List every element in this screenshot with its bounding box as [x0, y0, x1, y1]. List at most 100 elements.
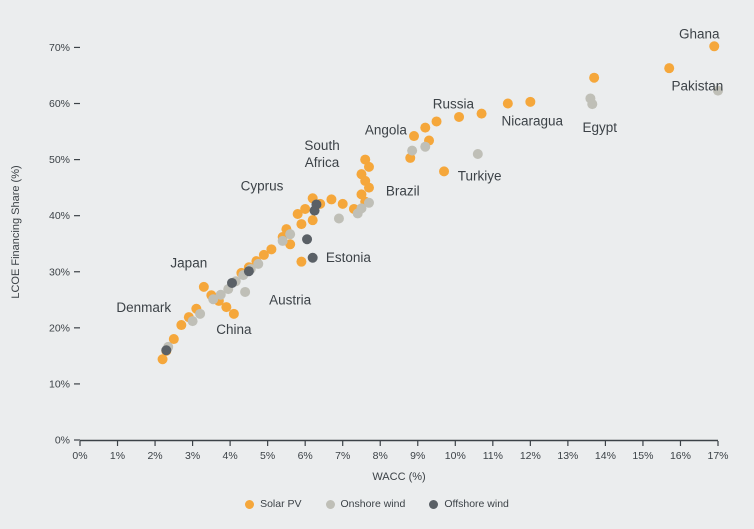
point-offshore-wind [161, 345, 172, 356]
point-solar-pv [307, 215, 318, 226]
legend-item-onshore-wind: Onshore wind [325, 498, 406, 510]
point-solar-pv [420, 122, 431, 133]
point-solar-pv [709, 41, 720, 52]
point-onshore-wind [253, 258, 264, 269]
y-tick-label: 20% [49, 322, 70, 334]
point-onshore-wind [195, 308, 206, 319]
point-solar-pv [198, 281, 209, 292]
legend-item-offshore-wind: Offshore wind [429, 498, 509, 510]
country-label: Denmark [116, 300, 171, 315]
point-onshore-wind [420, 141, 431, 152]
point-onshore-wind [356, 203, 367, 214]
y-tick-label: 40% [49, 210, 70, 222]
point-solar-pv [300, 203, 311, 214]
x-tick-label: 3% [185, 450, 200, 462]
point-onshore-wind [407, 145, 418, 156]
point-offshore-wind [311, 199, 322, 210]
x-tick-label: 17% [707, 450, 728, 462]
solar-pv-dot-icon [245, 499, 255, 509]
point-solar-pv [363, 182, 374, 193]
point-solar-pv [258, 249, 269, 260]
point-offshore-wind [226, 277, 237, 288]
point-solar-pv [296, 256, 307, 267]
point-solar-pv [292, 208, 303, 219]
country-label: China [216, 322, 252, 337]
y-axis-title: LCOE Financing Share (%) [10, 165, 22, 299]
legend-label-solar-pv: Solar PV [260, 498, 302, 510]
x-axis-title: WACC (%) [372, 471, 426, 483]
x-tick-label: 15% [632, 450, 653, 462]
point-solar-pv [337, 198, 348, 209]
x-tick-label: 0% [72, 450, 87, 462]
point-solar-pv [439, 166, 450, 177]
country-label: Turkiye [458, 168, 502, 183]
country-label: Estonia [326, 250, 372, 265]
country-label: Nicaragua [501, 113, 563, 128]
point-solar-pv [176, 320, 187, 331]
point-onshore-wind [363, 197, 374, 208]
point-solar-pv [168, 334, 179, 345]
point-solar-pv [431, 116, 442, 127]
point-solar-pv [228, 308, 239, 319]
y-tick-label: 60% [49, 98, 70, 110]
point-onshore-wind [215, 289, 226, 300]
country-label: Japan [170, 255, 207, 270]
onshore-wind-dot-icon [325, 499, 335, 509]
x-tick-label: 11% [483, 450, 503, 462]
point-solar-pv [589, 72, 600, 83]
point-offshore-wind [243, 266, 254, 277]
country-label: Russia [433, 97, 475, 112]
point-solar-pv [525, 96, 536, 107]
country-label: Austria [269, 292, 312, 307]
x-tick-label: 8% [373, 450, 388, 462]
point-onshore-wind [240, 286, 251, 297]
point-solar-pv [363, 161, 374, 172]
point-offshore-wind [302, 234, 313, 245]
point-onshore-wind [587, 99, 598, 110]
country-label: Egypt [583, 120, 618, 135]
point-solar-pv [266, 244, 277, 255]
y-tick-label: 30% [49, 266, 70, 278]
point-onshore-wind [208, 294, 219, 305]
x-tick-label: 1% [110, 450, 125, 462]
country-label: Pakistan [671, 79, 723, 94]
point-solar-pv [285, 239, 296, 250]
x-tick-label: 5% [260, 450, 275, 462]
point-onshore-wind [472, 148, 483, 159]
y-tick-label: 70% [49, 42, 70, 54]
point-onshore-wind [277, 235, 288, 246]
point-solar-pv [326, 194, 337, 205]
point-solar-pv [502, 98, 513, 109]
legend-label-offshore-wind: Offshore wind [444, 498, 509, 510]
point-solar-pv [157, 354, 168, 365]
x-tick-label: 4% [223, 450, 238, 462]
x-tick-label: 13% [557, 450, 578, 462]
x-tick-label: 10% [445, 450, 466, 462]
offshore-wind-dot-icon [429, 499, 439, 509]
point-onshore-wind [333, 213, 344, 224]
country-label: Cyprus [241, 178, 284, 193]
point-solar-pv [454, 111, 465, 122]
legend-label-onshore-wind: Onshore wind [340, 498, 406, 510]
legend: Solar PV Onshore wind Offshore wind [0, 498, 754, 510]
point-solar-pv [409, 131, 420, 142]
x-tick-label: 16% [670, 450, 691, 462]
point-solar-pv [664, 63, 675, 74]
x-tick-label: 14% [595, 450, 616, 462]
x-tick-label: 2% [147, 450, 162, 462]
y-tick-label: 50% [49, 154, 70, 166]
point-solar-pv [221, 302, 232, 313]
x-tick-label: 9% [410, 450, 425, 462]
country-label: Ghana [679, 26, 720, 41]
country-label: Brazil [386, 184, 420, 199]
point-solar-pv [476, 108, 487, 119]
y-tick-label: 0% [55, 435, 70, 447]
legend-item-solar-pv: Solar PV [245, 498, 302, 510]
point-onshore-wind [187, 316, 198, 327]
point-offshore-wind [307, 252, 318, 263]
x-tick-label: 6% [298, 450, 313, 462]
point-onshore-wind [285, 229, 296, 240]
point-solar-pv [296, 219, 307, 230]
